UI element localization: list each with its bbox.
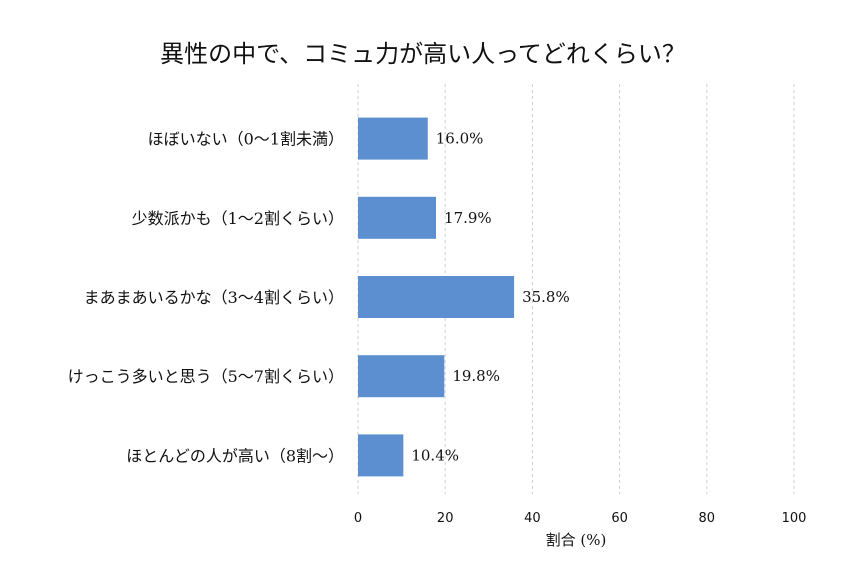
x-tick-label: 100	[782, 511, 807, 526]
bar-value-label: 17.9%	[444, 209, 492, 227]
x-tick-label: 0	[354, 511, 362, 526]
bar-value-label: 19.8%	[452, 367, 500, 385]
x-tick-label: 80	[699, 511, 716, 526]
y-category-label: まあまあいるかな（3〜4割くらい）	[84, 288, 344, 307]
labels: 0 20 40 60 80 100 16.0% ほぼいない（0〜1割未満） 17.9% 少数派かも…	[68, 130, 807, 526]
bar	[358, 355, 445, 398]
bar	[358, 196, 437, 239]
bar-value-label: 10.4%	[411, 446, 459, 464]
bars	[358, 117, 515, 477]
x-tick-label: 20	[437, 511, 454, 526]
bar-value-label: 35.8%	[522, 288, 570, 306]
y-category-label: 少数派かも（1〜2割くらい）	[132, 209, 344, 228]
bar	[358, 117, 428, 160]
x-tick-label: 40	[524, 511, 541, 526]
bar	[358, 434, 404, 477]
y-category-label: ほぼいない（0〜1割未満）	[148, 130, 344, 149]
chart-title: 異性の中で、コミュ力が高い人ってどれくらい？	[160, 40, 686, 68]
bar-value-label: 16.0%	[436, 130, 484, 148]
y-category-label: ほとんどの人が高い（8割〜）	[126, 446, 344, 465]
y-category-label: けっこう多いと思う（5〜7割くらい）	[68, 367, 344, 386]
bar	[358, 276, 515, 318]
x-tick-label: 60	[611, 511, 628, 526]
x-axis-label: 割合 (%)	[546, 531, 607, 549]
